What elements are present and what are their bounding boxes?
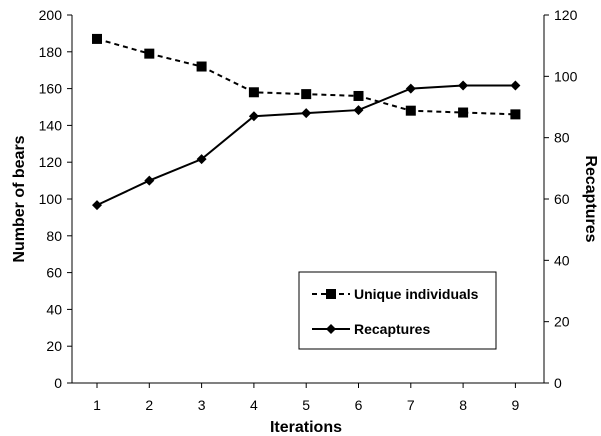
series-layer (92, 33, 521, 211)
x-tick-label: 2 (145, 397, 153, 413)
y-tick-label: 180 (39, 44, 63, 60)
x-tick-label: 3 (198, 397, 206, 413)
data-point-unique-individuals (248, 87, 259, 98)
y2-tick-label: 100 (554, 68, 578, 84)
data-point-unique-individuals (144, 48, 155, 59)
x-tick-label: 9 (512, 397, 520, 413)
data-point-unique-individuals (92, 33, 102, 44)
data-point-unique-individuals (458, 107, 469, 118)
data-point-recaptures (458, 80, 469, 91)
data-point-recaptures (196, 154, 207, 165)
series-line-recaptures (96, 84, 516, 207)
x-tick-label: 7 (407, 397, 415, 413)
data-point-unique-individuals (405, 105, 416, 116)
legend-marker-recaptures (326, 324, 336, 334)
data-point-recaptures (92, 200, 102, 211)
y-tick-label: 0 (54, 375, 62, 391)
x-tick-label: 1 (93, 397, 101, 413)
data-point-recaptures (248, 111, 259, 122)
x-tick-label: 5 (302, 397, 310, 413)
y2-tick-label: 80 (554, 130, 570, 146)
data-point-recaptures (405, 83, 416, 94)
data-point-recaptures (144, 175, 155, 186)
left-axis-ticks: 0 20 40 60 80 100 120 140 160 180 200 (39, 7, 72, 391)
right-axis-ticks: 0 20 40 60 80 100 120 (544, 7, 578, 391)
y-tick-label: 120 (39, 154, 63, 170)
x-tick-label: 6 (355, 397, 363, 413)
y-tick-label: 60 (46, 265, 62, 281)
y2-tick-label: 120 (554, 7, 578, 23)
data-point-unique-individuals (510, 109, 521, 120)
y2-tick-label: 60 (554, 191, 570, 207)
data-point-recaptures (301, 108, 312, 119)
data-point-recaptures (353, 105, 364, 116)
y-axis-title: Number of bears (11, 135, 28, 262)
data-point-unique-individuals (353, 90, 364, 101)
y-tick-label: 40 (46, 301, 62, 317)
y-tick-label: 140 (39, 117, 63, 133)
y-tick-label: 20 (46, 338, 62, 354)
data-point-unique-individuals (301, 89, 312, 100)
data-point-unique-individuals (196, 61, 207, 72)
legend-label-unique: Unique individuals (354, 286, 479, 302)
y2-tick-label: 0 (554, 375, 562, 391)
legend-label-recaptures: Recaptures (354, 321, 430, 337)
x-axis-title: Iterations (270, 419, 342, 436)
y2-axis-title: Recaptures (582, 155, 599, 242)
legend-marker-unique (326, 289, 336, 299)
y-tick-label: 100 (39, 191, 63, 207)
legend-box (298, 271, 497, 350)
y-tick-label: 200 (39, 7, 63, 23)
legend: Unique individuals Recaptures (298, 271, 497, 350)
y-tick-label: 80 (46, 228, 62, 244)
y-tick-label: 160 (39, 81, 63, 97)
data-point-recaptures (510, 80, 521, 91)
x-tick-label: 4 (250, 397, 258, 413)
x-tick-label: 8 (459, 397, 467, 413)
y2-tick-label: 20 (554, 314, 570, 330)
y2-tick-label: 40 (554, 252, 570, 268)
x-axis-ticks: 1 2 3 4 5 6 7 8 9 (93, 383, 520, 413)
series-line-unique-individuals (96, 37, 516, 116)
